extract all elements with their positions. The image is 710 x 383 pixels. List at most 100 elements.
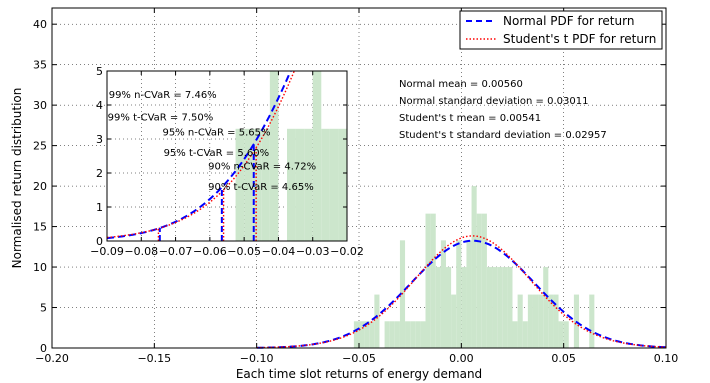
inset-x-tick-label: −0.08 [124, 245, 158, 258]
histogram-bar [389, 321, 395, 348]
histogram-bar [471, 186, 477, 348]
inset-histogram-bar [338, 128, 347, 241]
inset-x-tick-label: −0.09 [90, 245, 124, 258]
main-grid [52, 8, 666, 348]
annotation-normal-mean: Normal mean = 0.00560 [399, 79, 523, 90]
histogram [353, 186, 595, 348]
histogram-bar [548, 294, 554, 348]
x-axis-label: Each time slot returns of energy demand [236, 367, 482, 381]
cvar-label: 95% n-CVaR = 5.65% [163, 128, 271, 139]
inset-histogram [235, 71, 347, 241]
inset-histogram-bar [321, 128, 330, 241]
histogram-bar [497, 267, 503, 348]
inset-x-tick-label: −0.02 [330, 245, 364, 258]
main-y-tick-label: 0 [40, 342, 47, 355]
inset-plot-frame [106, 70, 348, 242]
inset-x-tick-label: −0.06 [193, 245, 227, 258]
histogram-bar [451, 294, 457, 348]
stats-annotations: Normal mean = 0.00560 Normal standard de… [399, 79, 607, 141]
cvar-label: 99% t-CVaR = 7.50% [108, 112, 214, 123]
cvar-label: 90% n-CVaR = 4.72% [208, 162, 316, 173]
cvar-labels: 99% n-CVaR = 7.46% 99% t-CVaR = 7.50% 95% … [108, 90, 316, 193]
histogram-bar [353, 321, 359, 348]
inset-x-tick-label: −0.07 [159, 245, 193, 258]
annotation-normal-sd: Normal standard deviation = 0.03011 [399, 96, 588, 107]
histogram-bar [374, 294, 380, 348]
inset-plot: 99% n-CVaR = 7.46% 99% t-CVaR = 7.50% 95% … [90, 65, 364, 258]
inset-ticks: −0.09 −0.08 −0.07 −0.06 −0.05 −0.04 −0.03 −0.02… [90, 65, 364, 258]
legend: Normal PDF for return Student's t PDF fo… [459, 10, 663, 50]
cvar-label: 99% n-CVaR = 7.46% [109, 90, 217, 101]
inset-histogram-bar [329, 128, 339, 241]
histogram-bar [527, 294, 533, 348]
inset-curves [106, 70, 295, 240]
legend-normal-label: Normal PDF for return [503, 14, 634, 28]
inset-histogram-bar [261, 128, 270, 241]
cvar-label: 95% t-CVaR = 5.60% [164, 148, 270, 159]
histogram-bar [394, 321, 400, 348]
histogram-bar [492, 267, 498, 348]
histogram-bar [476, 213, 482, 348]
main-y-tick-label: 15 [33, 221, 47, 234]
histogram-bar [435, 267, 441, 348]
cvar-lines [157, 144, 257, 241]
inset-x-tick-label: −0.03 [296, 245, 330, 258]
main-x-tick-label: −0.20 [35, 352, 69, 365]
inset-y-tick-label: 1 [96, 201, 103, 214]
histogram-bar [532, 294, 539, 348]
histogram-bar [563, 321, 569, 348]
inset-histogram-bar [252, 128, 262, 241]
main-x-tick-label: 0.05 [551, 352, 576, 365]
histogram-bar [440, 240, 446, 348]
inset-histogram-bar [235, 128, 245, 241]
main-y-tick-label: 35 [33, 59, 47, 72]
main-x-tick-label: −0.10 [240, 352, 274, 365]
main-y-tick-label: 40 [33, 18, 47, 31]
normal-pdf-line [256, 239, 667, 349]
inset-y-tick-label: 5 [96, 65, 103, 78]
histogram-bar [359, 321, 365, 348]
histogram-bar [502, 267, 508, 348]
main-y-tick-label: 5 [40, 302, 47, 315]
main-y-tick-label: 10 [33, 261, 47, 274]
inset-x-tick-label: −0.04 [262, 245, 296, 258]
histogram-bar [445, 267, 452, 348]
histogram-bar [461, 267, 467, 348]
histogram-bar [538, 294, 544, 348]
main-x-tick-label: −0.05 [342, 352, 376, 365]
inset-histogram-bar [304, 128, 313, 241]
annotation-t-sd: Student's t standard deviation = 0.02957 [399, 130, 607, 141]
inset-x-tick-label: −0.05 [227, 245, 261, 258]
inset-histogram-bar [244, 128, 253, 241]
inset-y-tick-label: 3 [96, 133, 103, 146]
inset-histogram-bar [312, 71, 322, 241]
histogram-bar [517, 294, 523, 348]
histogram-bar [456, 240, 462, 348]
histogram-bar [369, 321, 375, 348]
cvar-label: 90% t-CVaR = 4.65% [208, 182, 314, 193]
histogram-bar [415, 321, 421, 348]
inset-histogram-bar [287, 128, 296, 241]
histogram-bar [486, 267, 493, 348]
inset-histogram-bar [269, 71, 279, 241]
inset-student-t-pdf-line [106, 70, 295, 239]
histogram-bar [589, 294, 595, 348]
legend-t-label: Student's t PDF for return [503, 32, 656, 46]
main-plot: −0.20 −0.15 −0.10 −0.05 0.00 0.05 0.1005101520… [33, 7, 678, 365]
histogram-bar [543, 267, 549, 348]
histogram-bar [466, 240, 472, 348]
histogram-bar [425, 213, 431, 348]
histogram-bar [364, 321, 370, 348]
inset-histogram-bar [295, 128, 305, 241]
y-axis-label: Normalised return distribution [10, 88, 24, 269]
histogram-bar [420, 321, 426, 348]
inset-y-tick-label: 4 [96, 99, 103, 112]
histogram-bar [481, 213, 487, 348]
main-ticks: −0.20 −0.15 −0.10 −0.05 0.00 0.05 0.1005101520… [33, 8, 678, 365]
histogram-bar [558, 321, 564, 348]
main-y-tick-label: 20 [33, 180, 47, 193]
histogram-bar [410, 321, 416, 348]
main-curves [256, 235, 667, 349]
histogram-bar [522, 321, 528, 348]
